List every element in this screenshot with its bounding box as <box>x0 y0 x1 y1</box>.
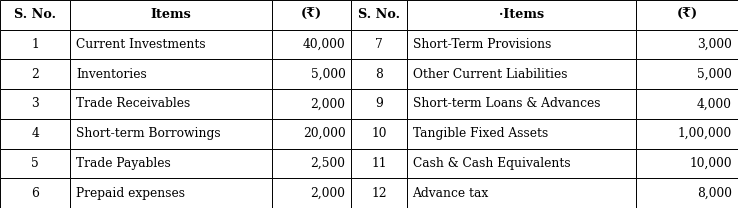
Bar <box>0 149 71 178</box>
Bar <box>407 178 636 208</box>
Bar <box>71 149 272 178</box>
Bar <box>636 149 738 178</box>
Text: 9: 9 <box>375 98 383 110</box>
Text: 1: 1 <box>31 38 39 51</box>
Text: (₹): (₹) <box>677 8 697 21</box>
Bar <box>71 0 272 30</box>
Text: 2,500: 2,500 <box>311 157 345 170</box>
Bar <box>272 89 351 119</box>
Bar <box>272 59 351 89</box>
Bar <box>0 30 71 59</box>
Bar <box>272 0 351 30</box>
Bar <box>71 59 272 89</box>
Bar <box>0 0 71 30</box>
Text: ·Items: ·Items <box>499 8 544 21</box>
Text: 40,000: 40,000 <box>303 38 345 51</box>
Text: 2,000: 2,000 <box>311 98 345 110</box>
Text: 20,000: 20,000 <box>303 127 345 140</box>
Text: 1,00,000: 1,00,000 <box>677 127 732 140</box>
Text: 2: 2 <box>31 68 39 81</box>
Text: 4,000: 4,000 <box>697 98 732 110</box>
Text: 4: 4 <box>31 127 39 140</box>
Text: 2,000: 2,000 <box>311 187 345 200</box>
Bar <box>71 89 272 119</box>
Bar <box>71 119 272 149</box>
Bar <box>71 30 272 59</box>
Text: S. No.: S. No. <box>14 8 56 21</box>
Bar <box>636 59 738 89</box>
Text: 3: 3 <box>31 98 39 110</box>
Text: 6: 6 <box>31 187 39 200</box>
Text: Advance tax: Advance tax <box>413 187 489 200</box>
Text: S. No.: S. No. <box>358 8 400 21</box>
Text: 8,000: 8,000 <box>697 187 732 200</box>
Text: (₹): (₹) <box>301 8 322 21</box>
Text: Inventories: Inventories <box>77 68 147 81</box>
Bar <box>272 149 351 178</box>
Text: Tangible Fixed Assets: Tangible Fixed Assets <box>413 127 548 140</box>
Text: Short-term Borrowings: Short-term Borrowings <box>77 127 221 140</box>
Text: Prepaid expenses: Prepaid expenses <box>77 187 185 200</box>
Text: 11: 11 <box>371 157 387 170</box>
Bar <box>272 178 351 208</box>
Bar <box>636 89 738 119</box>
Text: 7: 7 <box>375 38 383 51</box>
Text: 3,000: 3,000 <box>697 38 732 51</box>
Bar <box>272 119 351 149</box>
Bar <box>351 30 407 59</box>
Bar <box>636 178 738 208</box>
Text: 5,000: 5,000 <box>311 68 345 81</box>
Text: Trade Receivables: Trade Receivables <box>77 98 190 110</box>
Bar <box>636 30 738 59</box>
Text: Items: Items <box>151 8 191 21</box>
Bar <box>0 178 71 208</box>
Bar <box>0 59 71 89</box>
Text: 10,000: 10,000 <box>689 157 732 170</box>
Text: 5: 5 <box>31 157 39 170</box>
Bar <box>351 119 407 149</box>
Bar <box>0 89 71 119</box>
Bar <box>407 119 636 149</box>
Bar <box>407 0 636 30</box>
Bar <box>407 30 636 59</box>
Bar <box>351 178 407 208</box>
Bar <box>636 119 738 149</box>
Bar <box>407 149 636 178</box>
Text: Short-term Loans & Advances: Short-term Loans & Advances <box>413 98 600 110</box>
Text: 8: 8 <box>375 68 383 81</box>
Bar <box>272 30 351 59</box>
Text: Current Investments: Current Investments <box>77 38 206 51</box>
Text: 12: 12 <box>371 187 387 200</box>
Bar <box>351 149 407 178</box>
Text: 10: 10 <box>371 127 387 140</box>
Bar <box>407 89 636 119</box>
Text: Trade Payables: Trade Payables <box>77 157 171 170</box>
Text: Short-Term Provisions: Short-Term Provisions <box>413 38 551 51</box>
Bar <box>351 59 407 89</box>
Text: Cash & Cash Equivalents: Cash & Cash Equivalents <box>413 157 570 170</box>
Text: 5,000: 5,000 <box>697 68 732 81</box>
Text: Other Current Liabilities: Other Current Liabilities <box>413 68 567 81</box>
Bar <box>636 0 738 30</box>
Bar <box>0 119 71 149</box>
Bar <box>351 0 407 30</box>
Bar <box>71 178 272 208</box>
Bar <box>351 89 407 119</box>
Bar <box>407 59 636 89</box>
